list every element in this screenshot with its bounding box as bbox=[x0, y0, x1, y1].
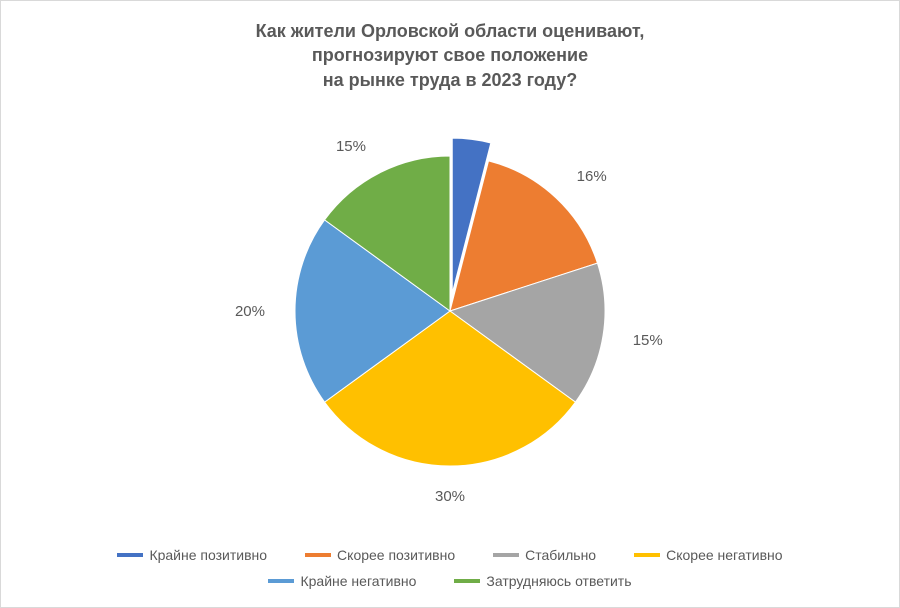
slice-label: 16% bbox=[577, 168, 607, 185]
legend-label: Крайне позитивно bbox=[149, 547, 267, 563]
title-line: прогнозируют свое положение bbox=[1, 43, 899, 67]
pie-svg: 4%16%15%30%20%15% bbox=[170, 121, 730, 521]
title-line: Как жители Орловской области оценивают, bbox=[1, 19, 899, 43]
legend-swatch bbox=[454, 579, 480, 583]
legend-label: Скорее позитивно bbox=[337, 547, 455, 563]
legend-swatch bbox=[493, 553, 519, 557]
slice-label: 30% bbox=[435, 488, 465, 505]
chart-frame: Как жители Орловской области оценивают, … bbox=[0, 0, 900, 608]
chart-title: Как жители Орловской области оценивают, … bbox=[1, 1, 899, 92]
legend-item: Затрудняюсь ответить bbox=[454, 573, 631, 589]
legend-item: Крайне негативно bbox=[268, 573, 416, 589]
legend-label: Стабильно bbox=[525, 547, 596, 563]
legend-swatch bbox=[305, 553, 331, 557]
pie-chart: 4%16%15%30%20%15% bbox=[1, 121, 899, 521]
slice-label: 15% bbox=[633, 332, 663, 349]
legend-label: Затрудняюсь ответить bbox=[486, 573, 631, 589]
legend-label: Скорее негативно bbox=[666, 547, 782, 563]
legend-swatch bbox=[117, 553, 143, 557]
legend-item: Скорее негативно bbox=[634, 547, 782, 563]
legend-item: Скорее позитивно bbox=[305, 547, 455, 563]
legend-swatch bbox=[634, 553, 660, 557]
legend: Крайне позитивно Скорее позитивно Стабильн… bbox=[1, 547, 899, 589]
legend-item: Крайне позитивно bbox=[117, 547, 267, 563]
legend-item: Стабильно bbox=[493, 547, 596, 563]
title-line: на рынке труда в 2023 году? bbox=[1, 68, 899, 92]
legend-label: Крайне негативно bbox=[300, 573, 416, 589]
legend-swatch bbox=[268, 579, 294, 583]
slice-label: 15% bbox=[336, 138, 366, 155]
slice-label: 20% bbox=[235, 303, 265, 320]
